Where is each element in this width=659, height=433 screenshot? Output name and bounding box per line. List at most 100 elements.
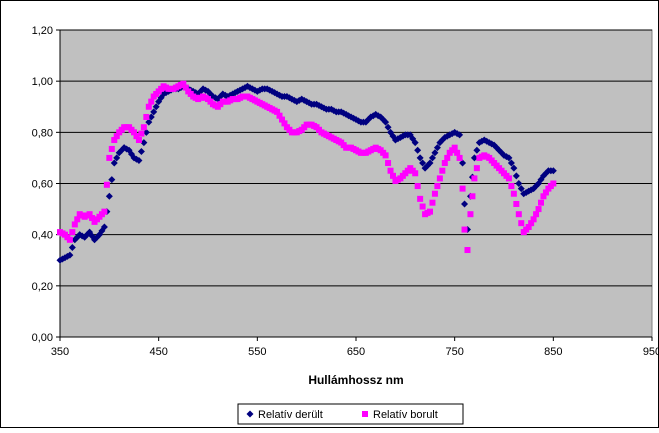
data-point xyxy=(279,116,285,123)
data-point xyxy=(525,223,532,230)
data-point xyxy=(89,215,96,222)
data-point xyxy=(135,156,143,164)
data-point xyxy=(417,195,424,202)
data-point xyxy=(507,159,515,167)
data-point xyxy=(100,223,108,231)
y-tick-label: 0,00 xyxy=(32,332,53,344)
data-point xyxy=(444,154,451,161)
data-point xyxy=(459,159,467,167)
x-tick-label: 350 xyxy=(51,346,69,358)
y-tick-label: 0,20 xyxy=(32,281,53,293)
data-point xyxy=(471,175,478,182)
data-point xyxy=(473,146,481,154)
data-point xyxy=(510,190,517,197)
data-point xyxy=(281,120,288,127)
x-axis-title: Hullámhossz nm xyxy=(308,373,403,387)
x-tick-label: 750 xyxy=(445,346,463,358)
data-point xyxy=(276,112,283,119)
data-point xyxy=(515,180,523,187)
data-point xyxy=(518,220,525,227)
data-point xyxy=(510,164,518,172)
data-point xyxy=(505,154,513,162)
data-point xyxy=(113,154,121,162)
data-point xyxy=(461,226,468,233)
x-tick-label: 950 xyxy=(643,346,659,358)
data-point xyxy=(542,189,549,196)
data-point xyxy=(416,154,424,162)
data-point xyxy=(436,175,443,182)
grid-lines xyxy=(60,29,652,287)
data-point xyxy=(147,113,155,121)
data-point xyxy=(473,165,480,172)
data-point xyxy=(433,144,441,152)
axes: 0,00 0,20 0,40 0,60 0,80 1,00 1,20 350 450 550 650… xyxy=(32,25,659,358)
data-point xyxy=(105,192,113,200)
data-point xyxy=(152,103,160,111)
data-point xyxy=(133,133,140,140)
data-point xyxy=(517,185,525,193)
data-point xyxy=(512,172,520,180)
data-point xyxy=(441,160,448,167)
data-point xyxy=(180,80,187,87)
data-series xyxy=(56,80,557,264)
data-point xyxy=(142,128,150,136)
data-point xyxy=(131,129,137,136)
data-point xyxy=(508,183,515,190)
data-point xyxy=(111,137,118,144)
data-point xyxy=(470,154,478,162)
data-point xyxy=(123,145,131,153)
data-point xyxy=(385,160,392,167)
x-tick-label: 550 xyxy=(248,346,266,358)
data-point xyxy=(74,216,81,223)
data-point xyxy=(58,255,66,263)
data-point xyxy=(101,208,108,215)
y-tick-label: 0,40 xyxy=(32,230,53,242)
y-tick-label: 1,00 xyxy=(32,76,53,88)
legend-box xyxy=(237,403,464,425)
x-tick-label: 850 xyxy=(544,346,562,358)
data-point xyxy=(110,159,118,167)
legend-marker-2 xyxy=(362,411,368,417)
data-point xyxy=(535,206,542,213)
data-point xyxy=(505,175,512,182)
data-point xyxy=(66,236,73,243)
data-point xyxy=(426,159,434,167)
data-point xyxy=(461,200,469,208)
data-point xyxy=(540,193,547,200)
data-point xyxy=(71,221,78,228)
y-tick-label: 1,20 xyxy=(32,25,53,37)
data-point xyxy=(439,167,446,174)
data-point xyxy=(434,183,441,190)
data-point xyxy=(137,148,145,156)
data-point xyxy=(390,172,396,179)
data-point xyxy=(530,216,537,223)
data-point xyxy=(412,170,419,177)
y-tick-label: 0,80 xyxy=(32,127,53,139)
data-point xyxy=(456,131,464,139)
data-point xyxy=(113,133,120,140)
data-point xyxy=(431,149,439,157)
data-point xyxy=(382,152,389,159)
data-point xyxy=(384,123,392,131)
data-point xyxy=(451,144,458,151)
data-point xyxy=(274,108,281,115)
data-point xyxy=(140,139,148,147)
data-point xyxy=(419,203,426,210)
data-point xyxy=(464,247,471,254)
legend-label-1: Relatív derült xyxy=(258,409,323,421)
x-tick-label: 450 xyxy=(149,346,167,358)
data-point xyxy=(429,199,436,206)
legend-marker-1 xyxy=(246,410,254,418)
x-tick-label: 650 xyxy=(347,346,365,358)
data-point xyxy=(515,211,522,218)
data-point xyxy=(549,167,557,175)
data-point xyxy=(145,103,152,110)
data-point xyxy=(431,190,438,197)
data-point xyxy=(140,124,147,131)
data-point xyxy=(68,243,76,251)
data-point xyxy=(454,149,461,156)
data-point xyxy=(182,84,189,91)
series-2 xyxy=(57,80,557,254)
